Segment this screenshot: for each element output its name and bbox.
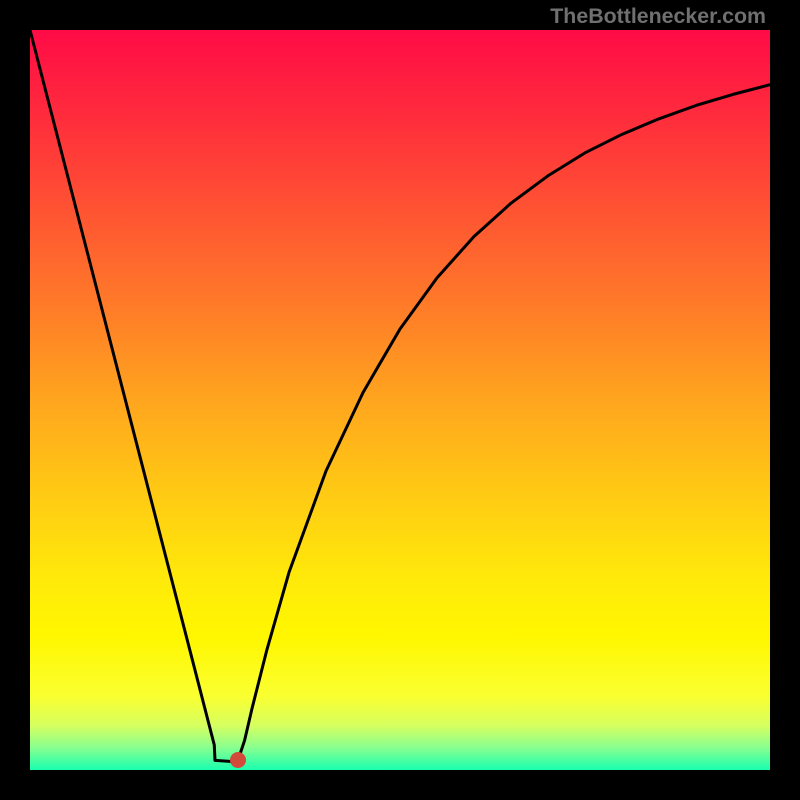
watermark-text: TheBottlenecker.com [550, 4, 766, 29]
curve-path [30, 30, 770, 762]
bottleneck-curve [30, 30, 770, 770]
plot-area [30, 30, 770, 770]
chart-frame: TheBottlenecker.com [0, 0, 800, 800]
optimal-point-marker [230, 752, 246, 768]
